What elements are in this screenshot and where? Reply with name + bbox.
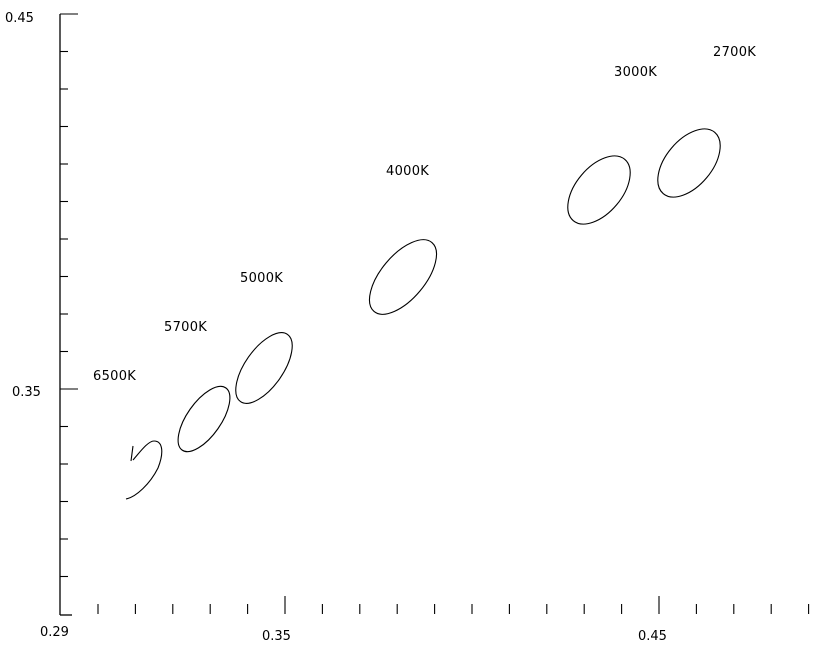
y-tick-label-mid: 0.35 [12, 385, 41, 400]
cct-6500k: 6500K [93, 369, 163, 500]
cct-3000k: 3000K [567, 65, 657, 225]
y-axis-ticks [60, 13, 78, 578]
ellipse-5700k [177, 385, 231, 453]
cct-5000k: 5000K [235, 271, 293, 404]
x-tick-label-035: 0.35 [262, 629, 291, 644]
label-6500k: 6500K [93, 369, 136, 384]
x-tick-label-origin: 0.29 [40, 625, 69, 640]
cct-2700k: 2700K [657, 45, 756, 198]
cct-4000k: 4000K [368, 164, 438, 315]
label-3000k: 3000K [614, 65, 657, 80]
label-5000k: 5000K [240, 271, 283, 286]
x-axis-ticks [97, 596, 810, 614]
y-tick-label-top: 0.45 [5, 11, 34, 26]
x-tick-label-045: 0.45 [638, 629, 667, 644]
ellipse-6500k [125, 440, 163, 500]
ellipse-4000k [368, 239, 438, 315]
ellipse-5000k [235, 332, 293, 404]
label-5700k: 5700K [164, 320, 207, 335]
ellipse-2700k [657, 128, 721, 198]
label-4000k: 4000K [386, 164, 429, 179]
ellipse-3000k [567, 155, 631, 225]
cct-5700k: 5700K [164, 320, 231, 453]
label-2700k: 2700K [713, 45, 756, 60]
